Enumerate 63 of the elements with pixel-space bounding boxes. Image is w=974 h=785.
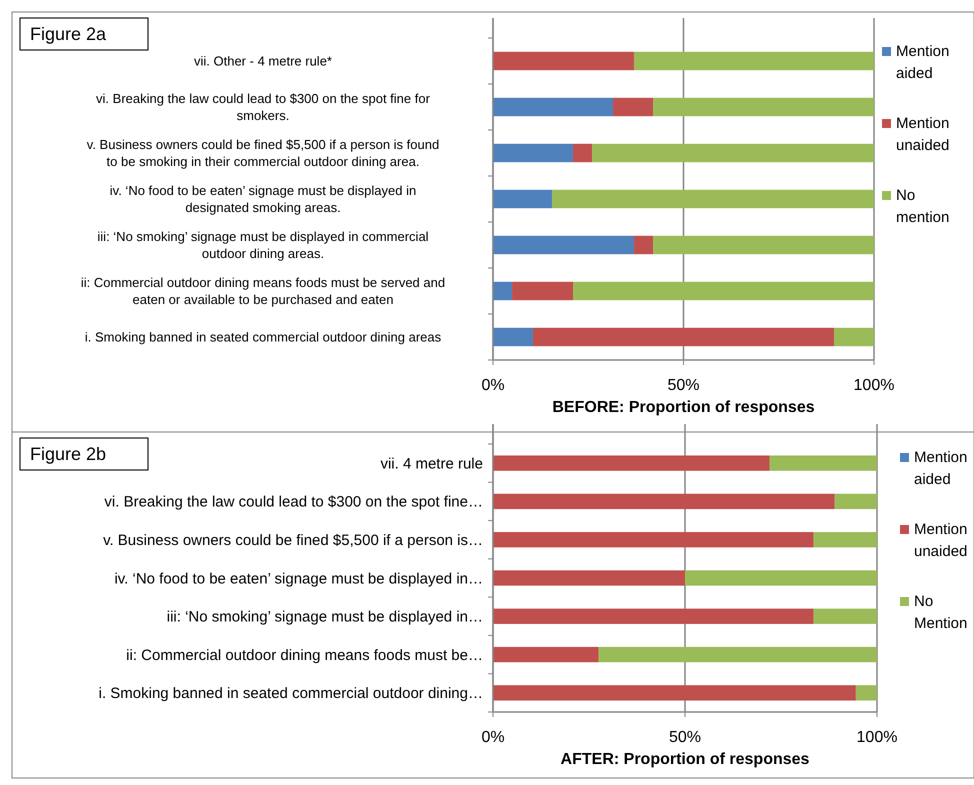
bar (613, 98, 654, 116)
y-tick-label: iii: ‘No smoking’ signage must be displayed in… (166, 608, 483, 626)
y-tick-label: i. Smoking banned in seated commercial outdoor dining areas (84, 330, 442, 345)
y-tick-label: iii: ‘No smoking’ signage must be displayed in commercial outdoor dining areas. (97, 229, 429, 262)
bar (493, 608, 814, 624)
bar (653, 98, 874, 116)
bar (493, 190, 552, 208)
bar (533, 328, 834, 346)
y-tick-label: vi. Breaking the law could lead to $300 on the spot fine… (104, 494, 483, 511)
y-tick-label: iv. ‘No food to be eaten’ signage must be displayed in designated smoking areas. (110, 183, 416, 216)
x-tick-label: 50% (667, 377, 700, 394)
bar (493, 144, 574, 162)
y-tick-label: ii: Commercial outdoor dining means foods must be served and eaten or available to be purchased and eaten (80, 275, 446, 308)
bar (493, 328, 534, 346)
bar (834, 494, 877, 510)
bar (493, 98, 614, 116)
bar (493, 646, 599, 662)
bar (598, 646, 877, 662)
bar (552, 190, 874, 208)
y-tick-label: vii. 4 metre rule (380, 455, 483, 472)
y-tick-label: iv. ‘No food to be eaten’ signage must be displayed in… (114, 570, 483, 588)
legend-label: No Mention (914, 593, 968, 632)
legend-label: Mention aided (914, 449, 968, 488)
bar (634, 236, 654, 254)
bar (512, 282, 574, 300)
bar (493, 282, 512, 300)
bar (493, 455, 770, 471)
bar (493, 236, 634, 254)
bar (834, 328, 874, 346)
y-tick-label: vii. Other - 4 metre rule* (194, 54, 332, 69)
bar (814, 608, 877, 624)
y-tick-label: vi. Breaking the law could lead to $300 on the spot fine for smokers. (96, 91, 431, 124)
y-tick-label: i. Smoking banned in seated commercial outdoor dining… (98, 685, 483, 702)
legend-label: Mention aided (896, 43, 950, 82)
legend-label: No mention (896, 187, 950, 226)
bar (493, 52, 634, 70)
legend-label: Mention unaided (914, 521, 968, 560)
y-tick-label: v. Business owners could be fined $5,500 if a person is… (103, 532, 483, 549)
x-tick-label: 100% (854, 377, 894, 394)
text: Figure 2b (30, 444, 106, 464)
x-tick-label: 50% (668, 729, 702, 746)
x-tick-label: 0% (481, 729, 505, 746)
bar (814, 532, 877, 548)
bar (573, 282, 874, 300)
legend-label: Mention unaided (896, 115, 950, 154)
bar (493, 532, 814, 548)
bar (493, 685, 856, 701)
bar (493, 494, 835, 510)
bar (592, 144, 874, 162)
x-tick-label: 100% (856, 729, 898, 746)
y-tick-label: ii: Commercial outdoor dining means foods must be… (126, 646, 483, 664)
bar (634, 52, 874, 70)
text: Figure 2a (30, 24, 108, 44)
x-axis-title: AFTER: Proportion of responses (560, 751, 810, 768)
bar (685, 570, 877, 586)
bar (856, 685, 877, 701)
bar (653, 236, 874, 254)
x-axis-title: BEFORE: Proportion of responses (552, 399, 815, 416)
y-tick-label: v. Business owners could be fined $5,500 if a person is found to be smoking in their commercial outdoor dining area. (86, 137, 440, 170)
bar (769, 455, 877, 471)
x-tick-label: 0% (481, 377, 505, 394)
bar (573, 144, 592, 162)
bar (493, 570, 685, 586)
